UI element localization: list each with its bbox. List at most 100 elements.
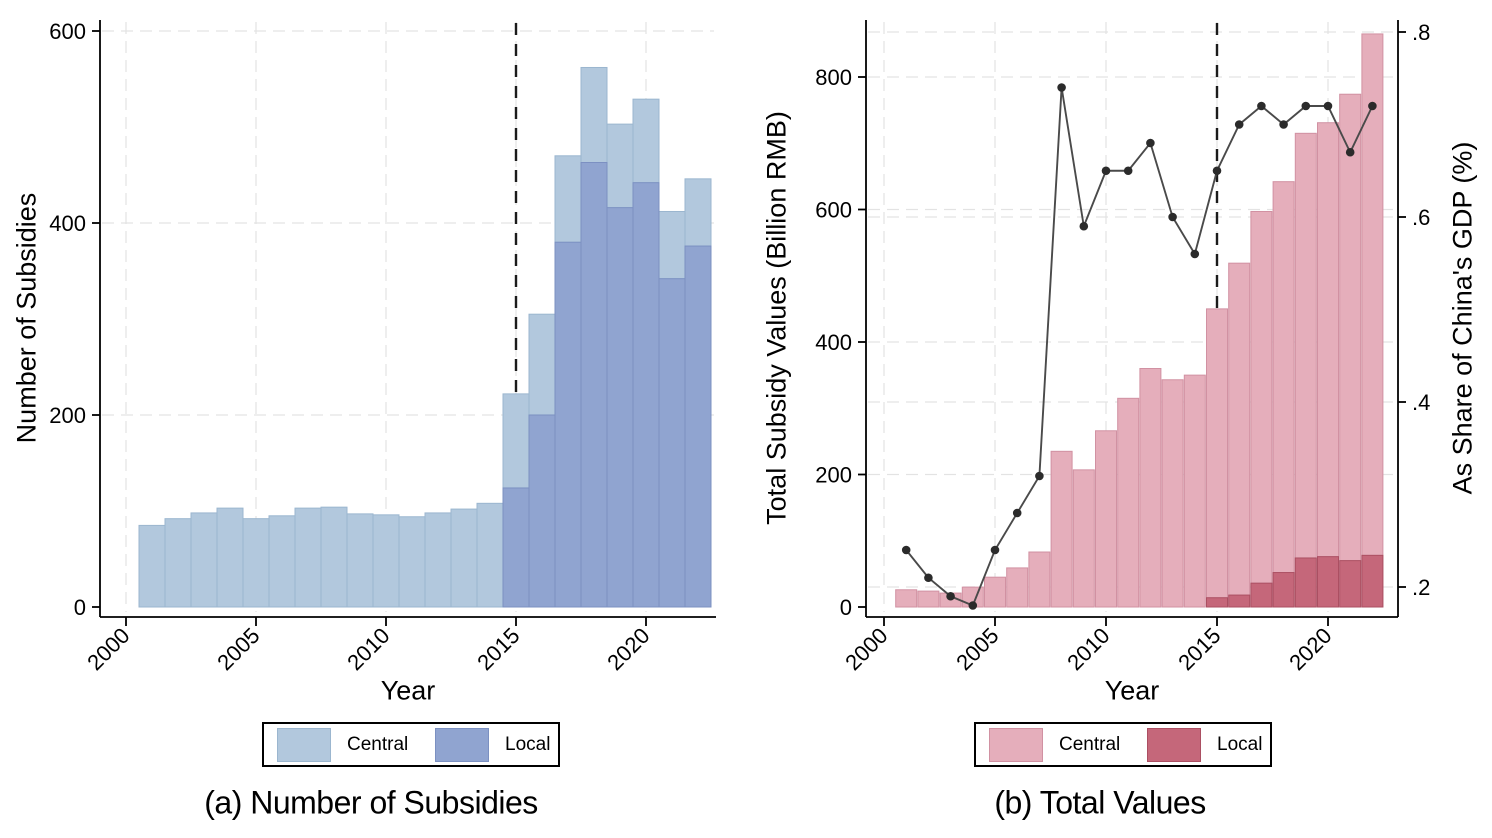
- bar-central-a-2001: [138, 524, 166, 608]
- bar-central-b-2020: [1317, 122, 1339, 608]
- gdp-share-point-b-2012: [1146, 138, 1155, 148]
- bar-local-b-2022: [1361, 554, 1384, 608]
- bar-central-b-2010: [1095, 430, 1117, 608]
- y-tick-label-b-0: 0: [840, 595, 852, 620]
- bar-central-a-2012: [424, 512, 452, 608]
- bar-central-b-2008: [1050, 450, 1073, 608]
- gdp-share-point-b-2020: [1323, 101, 1333, 111]
- bar-central-b-2019: [1294, 132, 1317, 608]
- panel-a-legend: Central Local: [262, 722, 560, 767]
- bar-local-a-2020: [632, 182, 660, 608]
- gdp-share-point-b-2010: [1101, 166, 1111, 176]
- right-y-tick-label-b-0.6: .6: [1412, 205, 1430, 230]
- y-tick-label-b-600: 600: [815, 198, 852, 223]
- gdp-share-point-b-2022: [1368, 101, 1377, 111]
- x-tick-label-b-2005: 2005: [951, 623, 1003, 675]
- bar-central-b-2009: [1072, 469, 1095, 608]
- legend-swatch-local-blue: [435, 727, 489, 762]
- panel-a-x-axis-title: Year: [380, 675, 436, 706]
- x-tick-label-b-2020: 2020: [1284, 623, 1336, 675]
- y-tick-label-b-200: 200: [815, 463, 852, 488]
- x-tick-label-a-2005: 2005: [212, 623, 264, 675]
- bar-central-a-2011: [398, 516, 426, 608]
- gdp-share-line-b: [905, 87, 1374, 607]
- gdp-share-point-b-2001: [901, 545, 911, 555]
- bar-local-b-2020: [1317, 556, 1339, 608]
- bar-central-a-2008: [320, 506, 348, 608]
- bar-local-a-2019: [606, 207, 634, 608]
- gdp-share-point-b-2015: [1212, 166, 1222, 176]
- legend-label-local: Local: [505, 733, 551, 755]
- gdp-share-point-b-2005: [990, 545, 1000, 555]
- legend-swatch-central-blue: [277, 727, 331, 762]
- x-tick-label-a-2010: 2010: [342, 623, 394, 675]
- bar-central-b-2005: [984, 576, 1006, 608]
- bar-local-a-2018: [580, 162, 608, 608]
- bar-central-a-2004: [216, 507, 244, 608]
- bar-central-b-2017: [1250, 210, 1273, 608]
- panel-b-left-y-axis-title: Total Subsidy Values (Billion RMB): [761, 111, 792, 525]
- panel-b-legend: Central Local: [974, 722, 1272, 767]
- bar-central-b-2018: [1272, 181, 1295, 608]
- bar-central-b-2006: [1006, 567, 1029, 608]
- x-tick-label-b-2010: 2010: [1062, 623, 1114, 675]
- gdp-share-point-b-2021: [1345, 147, 1355, 157]
- y-tick-label-b-400: 400: [815, 330, 852, 355]
- bar-central-a-2005: [242, 518, 270, 608]
- bar-local-b-2017: [1250, 582, 1273, 608]
- x-tick-label-a-2000: 2000: [82, 623, 134, 675]
- gdp-share-point-b-2013: [1168, 212, 1177, 222]
- x-tick-label-a-2015: 2015: [472, 623, 524, 675]
- right-y-tick-label-b-0.8: .8: [1412, 20, 1430, 45]
- gdp-share-point-b-2016: [1234, 120, 1244, 129]
- panel-a-caption: (a) Number of Subsidies: [204, 784, 538, 821]
- bar-central-b-2001: [895, 589, 918, 608]
- right-y-tick-label-b-0.4: .4: [1412, 390, 1430, 415]
- bar-central-b-2002: [917, 590, 940, 608]
- bar-central-b-2013: [1161, 379, 1184, 608]
- bar-central-b-2012: [1139, 368, 1162, 608]
- bar-central-b-2015: [1206, 308, 1228, 608]
- bar-central-b-2007: [1028, 551, 1051, 608]
- bar-local-b-2015: [1206, 597, 1228, 608]
- gdp-share-point-b-2003: [946, 591, 955, 601]
- bar-central-a-2010: [372, 514, 400, 608]
- panel-b-right-y-axis-title: As Share of China's GDP (%): [1447, 141, 1478, 495]
- gdp-share-point-b-2007: [1035, 471, 1044, 481]
- legend-swatch-local-red: [1147, 727, 1201, 762]
- legend-label-local: Local: [1217, 733, 1263, 755]
- gdp-share-point-b-2019: [1301, 101, 1311, 111]
- bar-central-a-2006: [268, 515, 296, 608]
- right-y-tick-label-b-0.2: .2: [1412, 575, 1430, 600]
- bar-local-a-2015: [502, 487, 530, 608]
- gdp-share-point-b-2011: [1123, 166, 1133, 176]
- x-tick-label-b-2015: 2015: [1173, 623, 1225, 675]
- bar-local-a-2021: [658, 278, 686, 608]
- panel-a-y-axis-title: Number of Subsidies: [11, 192, 42, 444]
- gdp-share-point-b-2009: [1079, 221, 1089, 231]
- bar-local-a-2017: [554, 241, 582, 608]
- bar-local-b-2019: [1294, 557, 1317, 608]
- gdp-share-point-b-2002: [924, 573, 933, 583]
- x-tick-label-a-2020: 2020: [602, 623, 654, 675]
- y-tick-label-b-800: 800: [815, 65, 852, 90]
- y-tick-label-a-600: 600: [49, 19, 86, 44]
- y-tick-label-a-400: 400: [49, 211, 86, 236]
- bar-central-a-2007: [294, 507, 322, 608]
- bar-central-a-2002: [164, 518, 192, 608]
- panel-b-caption: (b) Total Values: [994, 784, 1206, 821]
- bar-central-b-2021: [1339, 93, 1362, 608]
- bar-central-b-2016: [1228, 262, 1251, 608]
- y-tick-label-a-0: 0: [74, 595, 86, 620]
- legend-label-central: Central: [347, 733, 409, 755]
- legend-swatch-central-pink: [989, 727, 1043, 762]
- bar-central-a-2013: [450, 508, 478, 608]
- gdp-share-point-b-2004: [968, 601, 978, 610]
- gdp-share-point-b-2017: [1257, 101, 1266, 111]
- bar-local-a-2022: [684, 245, 712, 608]
- gdp-share-point-b-2006: [1012, 508, 1022, 518]
- legend-label-central: Central: [1059, 733, 1121, 755]
- gdp-share-point-b-2008: [1057, 83, 1066, 92]
